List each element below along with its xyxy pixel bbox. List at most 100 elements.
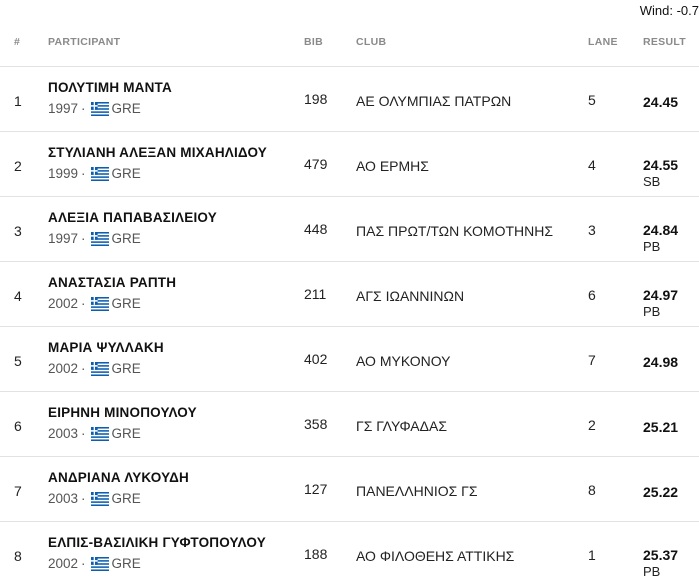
result-cell: 24.97 xyxy=(643,287,679,303)
separator: · xyxy=(81,166,86,181)
birth-year: 1999 xyxy=(48,166,79,181)
result-note: PB xyxy=(643,564,661,579)
result-cell: 25.22 xyxy=(643,484,679,500)
participant-meta: 1997 · GRE xyxy=(48,101,141,116)
rank-cell: 8 xyxy=(14,548,22,564)
header-participant: PARTICIPANT xyxy=(48,36,121,48)
table-row[interactable]: 1 ΠΟΛΥΤΙΜΗ ΜΑΝΤΑ 1997 · GRE 198 ΑΕ ΟΛΥΜΠΙΑΣ ΠΑ… xyxy=(0,66,699,132)
header-rank: # xyxy=(14,36,21,48)
participant-name[interactable]: ΑΝΔΡΙΑΝΑ ΛΥΚΟΥΔΗ xyxy=(48,470,189,485)
result-cell: 24.98 xyxy=(643,354,679,370)
table-row[interactable]: 4 ΑΝΑΣΤΑΣΙΑ ΡΑΠΤΗ 2002 · GRE 211 ΑΓΣ ΙΩΑΝΝΙΝΩΝ… xyxy=(0,261,699,327)
greece-flag-icon xyxy=(90,361,109,376)
country-code: GRE xyxy=(111,166,141,181)
participant-name[interactable]: ΑΝΑΣΤΑΣΙΑ ΡΑΠΤΗ xyxy=(48,275,177,290)
participant-name[interactable]: ΜΑΡΙΑ ΨΥΛΛΑΚΗ xyxy=(48,340,164,355)
table-row[interactable]: 3 ΑΛΕΞΙΑ ΠΑΠΑΒΑΣΙΛΕΙΟΥ 1997 · GRE 448 ΠΑΣ ΠΡΩΤ… xyxy=(0,196,699,262)
table-row[interactable]: 2 ΣΤΥΛΙΑΝΗ ΑΛΕΞΑΝ ΜΙΧΑΗΛΙΔΟΥ 1999 · GRE 479 ΑΟ… xyxy=(0,131,699,197)
separator: · xyxy=(81,361,86,376)
result-cell: 25.37 xyxy=(643,547,679,563)
bib-cell: 198 xyxy=(304,91,328,107)
club-cell[interactable]: ΑΕ ΟΛΥΜΠΙΑΣ ΠΑΤΡΩΝ xyxy=(356,93,512,109)
table-row[interactable]: 7 ΑΝΔΡΙΑΝΑ ΛΥΚΟΥΔΗ 2003 · GRE 127 ΠΑΝΕΛΛΗΝΙΟΣ … xyxy=(0,456,699,522)
birth-year: 2003 xyxy=(48,491,79,506)
birth-year: 1997 xyxy=(48,101,79,116)
rank-cell: 1 xyxy=(14,93,22,109)
separator: · xyxy=(81,556,86,571)
separator: · xyxy=(81,296,86,311)
bib-cell: 188 xyxy=(304,546,328,562)
greece-flag-icon xyxy=(90,426,109,441)
lane-cell: 1 xyxy=(588,547,596,563)
country-code: GRE xyxy=(111,101,141,116)
country-code: GRE xyxy=(111,231,141,246)
rank-cell: 2 xyxy=(14,158,22,174)
header-club: CLUB xyxy=(356,36,387,48)
rank-cell: 4 xyxy=(14,288,22,304)
rank-cell: 7 xyxy=(14,483,22,499)
result-cell: 25.21 xyxy=(643,419,679,435)
birth-year: 2002 xyxy=(48,361,79,376)
result-note: SB xyxy=(643,174,661,189)
bib-cell: 211 xyxy=(304,286,327,302)
result-note: PB xyxy=(643,304,661,319)
lane-cell: 3 xyxy=(588,222,596,238)
result-cell: 24.84 xyxy=(643,222,679,238)
participant-meta: 2003 · GRE xyxy=(48,426,141,441)
lane-cell: 7 xyxy=(588,352,596,368)
participant-name[interactable]: ΠΟΛΥΤΙΜΗ ΜΑΝΤΑ xyxy=(48,80,172,95)
participant-meta: 2002 · GRE xyxy=(48,361,141,376)
greece-flag-icon xyxy=(90,101,109,116)
result-cell: 24.45 xyxy=(643,94,679,110)
participant-meta: 2003 · GRE xyxy=(48,491,141,506)
country-code: GRE xyxy=(111,361,141,376)
participant-name[interactable]: ΑΛΕΞΙΑ ΠΑΠΑΒΑΣΙΛΕΙΟΥ xyxy=(48,210,217,225)
separator: · xyxy=(81,426,86,441)
separator: · xyxy=(81,101,86,116)
greece-flag-icon xyxy=(90,296,109,311)
participant-name[interactable]: ΕΙΡΗΝΗ ΜΙΝΟΠΟΥΛΟΥ xyxy=(48,405,197,420)
greece-flag-icon xyxy=(90,166,109,181)
club-cell[interactable]: ΑΟ ΦΙΛΟΘΕΗΣ ΑΤΤΙΚΗΣ xyxy=(356,548,515,564)
club-cell[interactable]: ΑΟ ΜΥΚΟΝΟΥ xyxy=(356,353,451,369)
participant-name[interactable]: ΣΤΥΛΙΑΝΗ ΑΛΕΞΑΝ ΜΙΧΑΗΛΙΔΟΥ xyxy=(48,145,267,160)
table-row[interactable]: 6 ΕΙΡΗΝΗ ΜΙΝΟΠΟΥΛΟΥ 2003 · GRE 358 ΓΣ ΓΛΥΦΑΔΑΣ… xyxy=(0,391,699,457)
bib-cell: 448 xyxy=(304,221,328,237)
lane-cell: 8 xyxy=(588,482,596,498)
header-bib: BIB xyxy=(304,36,323,48)
wind-reading: Wind: -0.7 xyxy=(639,3,699,18)
rank-cell: 6 xyxy=(14,418,22,434)
participant-meta: 2002 · GRE xyxy=(48,556,141,571)
result-cell: 24.55 xyxy=(643,157,679,173)
participant-name[interactable]: ΕΛΠΙΣ-ΒΑΣΙΛΙΚΗ ΓΥΦΤΟΠΟΥΛΟΥ xyxy=(48,535,266,550)
greece-flag-icon xyxy=(90,491,109,506)
table-row[interactable]: 8 ΕΛΠΙΣ-ΒΑΣΙΛΙΚΗ ΓΥΦΤΟΠΟΥΛΟΥ 2002 · GRE 188 ΑΟ… xyxy=(0,521,699,587)
greece-flag-icon xyxy=(90,231,109,246)
participant-meta: 1997 · GRE xyxy=(48,231,141,246)
separator: · xyxy=(81,491,86,506)
bib-cell: 402 xyxy=(304,351,328,367)
bib-cell: 479 xyxy=(304,156,328,172)
club-cell[interactable]: ΓΣ ΓΛΥΦΑΔΑΣ xyxy=(356,418,447,434)
country-code: GRE xyxy=(111,296,141,311)
birth-year: 2002 xyxy=(48,296,79,311)
birth-year: 1997 xyxy=(48,231,79,246)
country-code: GRE xyxy=(111,426,141,441)
club-cell[interactable]: ΑΟ ΕΡΜΗΣ xyxy=(356,158,429,174)
rank-cell: 3 xyxy=(14,223,22,239)
header-result: RESULT xyxy=(643,36,687,48)
table-row[interactable]: 5 ΜΑΡΙΑ ΨΥΛΛΑΚΗ 2002 · GRE 402 ΑΟ ΜΥΚΟΝΟΥ 7 24.9… xyxy=(0,326,699,392)
bib-cell: 127 xyxy=(304,481,328,497)
bib-cell: 358 xyxy=(304,416,328,432)
club-cell[interactable]: ΠΑΝΕΛΛΗΝΙΟΣ ΓΣ xyxy=(356,483,478,499)
participant-meta: 1999 · GRE xyxy=(48,166,141,181)
lane-cell: 2 xyxy=(588,417,596,433)
club-cell[interactable]: ΠΑΣ ΠΡΩΤ/ΤΩΝ ΚΟΜΟΤΗΝΗΣ xyxy=(356,223,553,239)
greece-flag-icon xyxy=(90,556,109,571)
birth-year: 2003 xyxy=(48,426,79,441)
club-cell[interactable]: ΑΓΣ ΙΩΑΝΝΙΝΩΝ xyxy=(356,288,465,304)
lane-cell: 4 xyxy=(588,157,596,173)
separator: · xyxy=(81,231,86,246)
country-code: GRE xyxy=(111,556,141,571)
birth-year: 2002 xyxy=(48,556,79,571)
